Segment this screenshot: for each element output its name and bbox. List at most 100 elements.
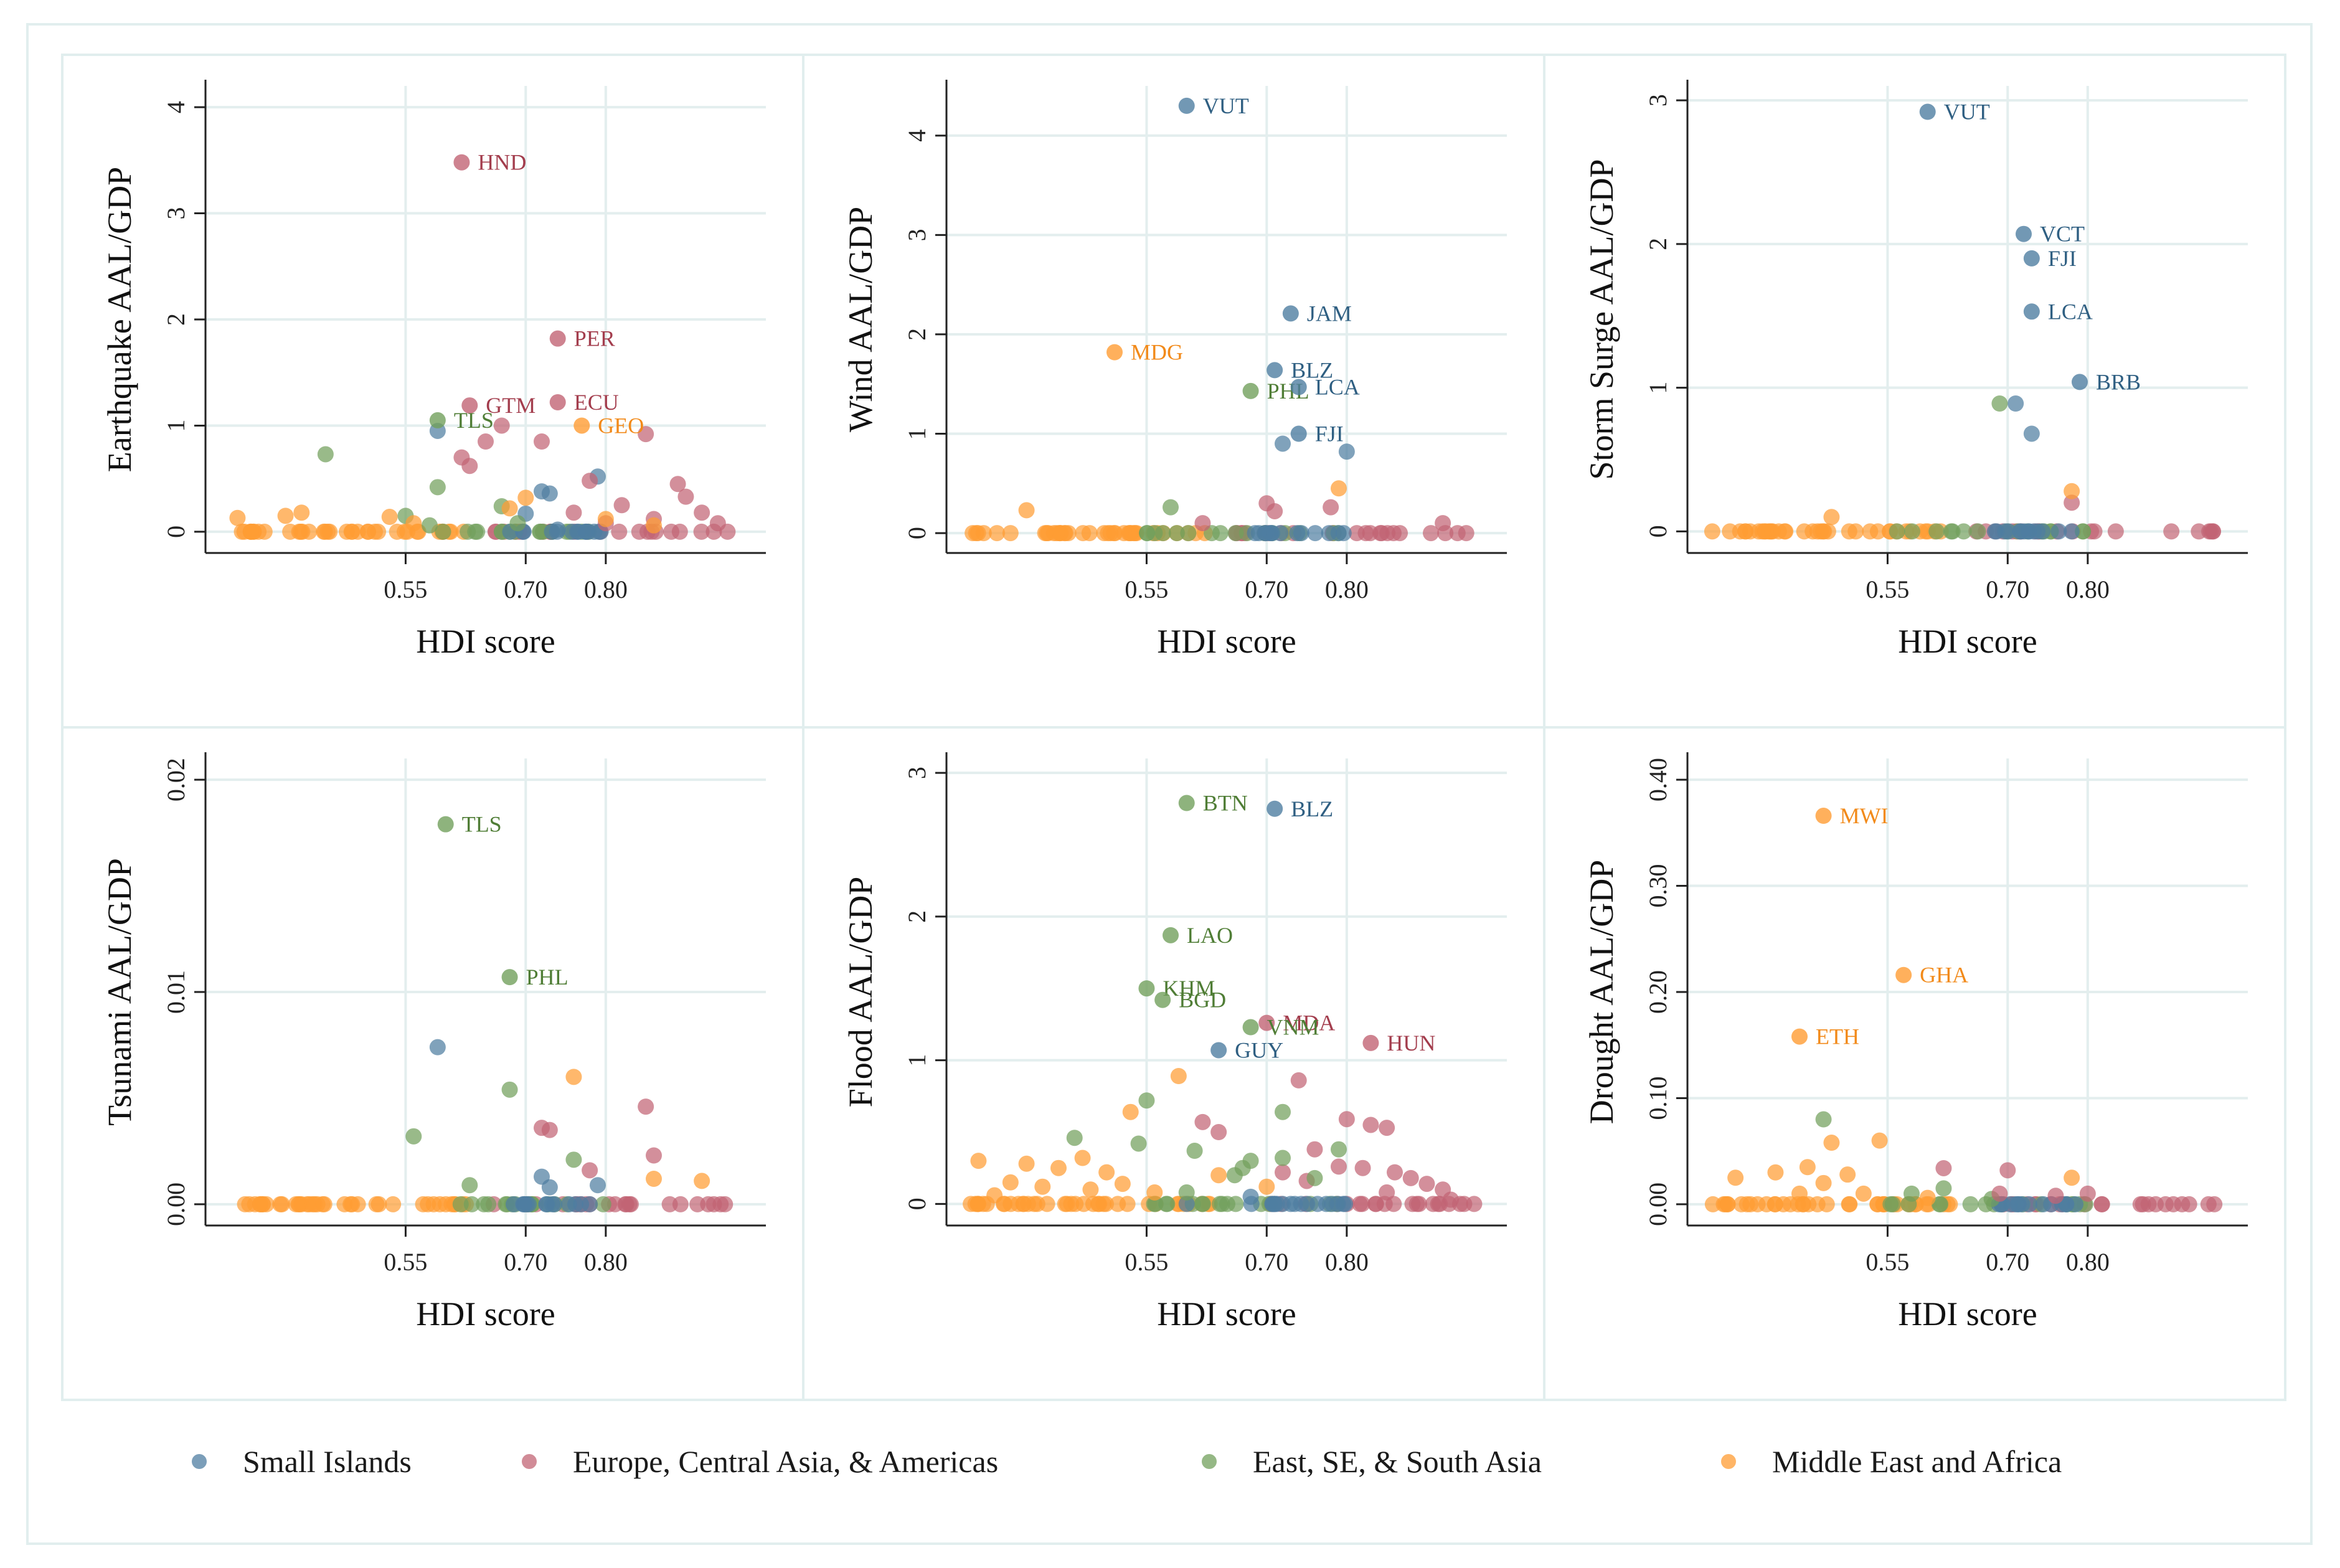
- point-label-vct: VCT: [2040, 222, 2085, 247]
- scatter-point-baseline: [273, 1196, 290, 1212]
- scatter-point: [597, 511, 614, 527]
- scatter-point-baseline: [1796, 523, 1813, 540]
- x-tick-label: 0.55: [1125, 575, 1168, 603]
- scatter-point: [1002, 1174, 1019, 1191]
- scatter-point-baseline: [2140, 1196, 2157, 1212]
- scatter-point-baseline: [1385, 525, 1402, 542]
- scatter-point: [1267, 503, 1283, 519]
- scatter-point: [1354, 1159, 1371, 1176]
- y-axis-title: Earthquake AAL/GDP: [101, 167, 138, 472]
- scatter-point-baseline: [1307, 525, 1324, 542]
- scatter-point-baseline: [2163, 523, 2180, 540]
- point-label-khm: KHM: [1163, 976, 1215, 1001]
- scatter-point-baseline: [1410, 1196, 1427, 1212]
- scatter-point: [1823, 1135, 1840, 1151]
- scatter-point-labeled: [1290, 379, 1307, 395]
- scatter-point-baseline: [1212, 525, 1229, 542]
- x-tick-label: 0.55: [384, 575, 427, 603]
- scatter-point-labeled: [461, 397, 478, 414]
- scatter-point-labeled: [2072, 374, 2088, 390]
- point-label-gha: GHA: [1920, 963, 1968, 988]
- scatter-point-baseline: [1970, 523, 1986, 540]
- point-label-mwi: MWI: [1840, 803, 1889, 828]
- y-tick-label: 0.00: [1644, 1183, 1672, 1226]
- legend-swatch-small-islands: [192, 1454, 207, 1469]
- scatter-point-labeled: [437, 816, 454, 833]
- scatter-point-baseline: [1841, 1196, 1857, 1212]
- point-label-ecu: ECU: [574, 390, 619, 415]
- scatter-point-baseline: [567, 1196, 583, 1212]
- scatter-point: [970, 1153, 987, 1169]
- scatter-point: [1226, 1167, 1243, 1184]
- scatter-point: [694, 504, 710, 521]
- scatter-point-baseline: [621, 1196, 638, 1212]
- scatter-point-baseline: [1299, 1196, 1316, 1212]
- scatter-point-baseline: [1075, 1196, 1092, 1212]
- scatter-point-baseline: [460, 523, 476, 540]
- scatter-point: [1727, 1169, 1744, 1186]
- scatter-point: [1275, 1103, 1291, 1120]
- scatter-point-baseline: [1770, 523, 1787, 540]
- scatter-point-baseline: [595, 1196, 611, 1212]
- scatter-point: [2064, 483, 2080, 499]
- y-tick-label: 2: [1644, 238, 1672, 250]
- scatter-point: [1098, 1164, 1115, 1181]
- scatter-point: [1991, 395, 2008, 412]
- scatter-point: [1018, 502, 1035, 519]
- scatter-point-baseline: [1704, 1196, 1721, 1212]
- scatter-point: [1194, 515, 1211, 532]
- scatter-point-baseline: [255, 1196, 271, 1212]
- scatter-point-baseline: [1955, 523, 1972, 540]
- y-tick-label: 4: [162, 101, 190, 113]
- scatter-point-baseline: [2050, 523, 2067, 540]
- scatter-point-baseline: [532, 523, 549, 540]
- legend-item-europe-central-asia-americas: Europe, Central Asia, & Americas: [522, 1443, 998, 1480]
- x-tick-label: 0.55: [1866, 1248, 1909, 1276]
- scatter-point-baseline: [2026, 523, 2042, 540]
- scatter-point: [1275, 1164, 1291, 1181]
- y-tick-label: 1: [162, 419, 190, 432]
- legend-label-east-se-south-asia: East, SE, & South Asia: [1253, 1444, 1542, 1479]
- scatter-point: [229, 509, 246, 526]
- scatter-point: [541, 1122, 558, 1138]
- scatter-point: [2079, 1185, 2096, 1202]
- panel-frame: [1543, 726, 2286, 1401]
- scatter-point: [986, 1187, 1003, 1204]
- scatter-point-labeled: [1267, 800, 1283, 817]
- scatter-point-baseline: [2201, 523, 2218, 540]
- x-tick-label: 0.80: [1325, 1248, 1369, 1276]
- point-label-mda: MDA: [1283, 1011, 1335, 1036]
- scatter-point: [1275, 435, 1291, 452]
- scatter-point: [541, 485, 558, 502]
- scatter-point: [493, 417, 510, 434]
- scatter-point: [1258, 1178, 1275, 1195]
- point-label-bgd: BGD: [1179, 988, 1226, 1013]
- point-label-hnd: HND: [478, 150, 526, 175]
- x-axis-title: HDI score: [1898, 623, 2037, 660]
- y-tick-label: 0: [903, 1197, 931, 1210]
- point-label-fji: FJI: [2048, 246, 2077, 271]
- panel-3: 0 1 2 3 0.55 0.70 0.80 HDI score Storm Surge AAL…: [1543, 54, 2286, 729]
- y-tick-label: 0.20: [1644, 970, 1672, 1014]
- scatter-point-baseline: [1337, 1196, 1354, 1212]
- scatter-point-baseline: [1147, 1196, 1164, 1212]
- scatter-point: [1323, 499, 1339, 516]
- scatter-point-labeled: [1267, 362, 1283, 379]
- scatter-point-baseline: [1775, 1196, 1792, 1212]
- x-axis-title: HDI score: [416, 623, 555, 660]
- scatter-point: [1275, 1150, 1291, 1166]
- scatter-point: [1290, 1072, 1307, 1089]
- scatter-point: [1362, 1117, 1379, 1133]
- x-tick-label: 0.70: [1986, 575, 2029, 603]
- scatter-point-baseline: [1962, 1196, 1979, 1212]
- scatter-point-baseline: [2075, 523, 2092, 540]
- scatter-point: [590, 1177, 606, 1194]
- scatter-point-baseline: [1847, 523, 1864, 540]
- x-tick-label: 0.55: [384, 1248, 427, 1276]
- scatter-point-baseline: [1002, 525, 1019, 542]
- scatter-point: [1904, 1185, 1920, 1202]
- point-label-phl: PHL: [526, 965, 568, 989]
- scatter-point-baseline: [370, 1196, 387, 1212]
- scatter-point-labeled: [573, 417, 590, 434]
- scatter-point-labeled: [1163, 927, 1179, 943]
